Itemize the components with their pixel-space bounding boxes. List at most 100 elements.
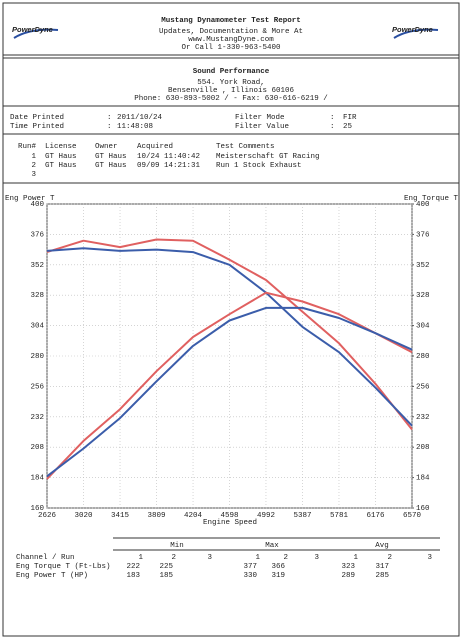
summary-value: 330 [243, 572, 257, 580]
y-tick-label: 328 [30, 292, 44, 300]
y-axis-label: Eng Power T [5, 195, 55, 203]
summary-run: 1 [255, 554, 260, 562]
logo-swoosh [13, 28, 59, 39]
y2-tick-label: 184 [416, 475, 430, 483]
series-line [46, 247, 413, 427]
header-line: Updates, Documentation & More At [159, 28, 303, 36]
summary-value: 323 [341, 563, 355, 571]
summary-value: 285 [375, 572, 389, 580]
y-tick-label: 160 [30, 505, 44, 513]
x-axis-label: Engine Speed [203, 519, 257, 527]
info-separator: : [330, 123, 335, 131]
x-tick-label: 4992 [257, 512, 275, 520]
run-cell: GT Haus [95, 162, 127, 170]
run-cell: GT Haus [45, 153, 77, 161]
summary-value: 317 [375, 563, 389, 571]
x-tick-label: 4598 [220, 512, 238, 520]
summary-run: 1 [353, 554, 358, 562]
series-line [46, 291, 413, 480]
x-tick-label: 4204 [184, 512, 203, 520]
run-cell: GT Haus [45, 162, 77, 170]
y-tick-label: 208 [30, 444, 44, 452]
info-label: Date Printed [10, 114, 64, 122]
y-tick-label: 352 [30, 262, 44, 270]
summary-group: Avg [375, 542, 389, 550]
y2-tick-label: 304 [416, 323, 430, 331]
info-value: 2011/10/24 [117, 114, 163, 122]
x-tick-label: 3415 [111, 512, 130, 520]
logo: PowerDyne [392, 25, 433, 34]
summary-value: 225 [159, 563, 173, 571]
summary-value: 289 [341, 572, 355, 580]
info-label: Filter Value [235, 123, 289, 131]
x-tick-label: 3809 [147, 512, 165, 520]
summary-group: Max [265, 542, 279, 550]
summary-row-label: Eng Power T (HP) [16, 572, 88, 580]
run-cell: GT Haus [95, 153, 127, 161]
y2-tick-label: 232 [416, 414, 430, 422]
y2-tick-label: 328 [416, 292, 430, 300]
shop-name: Sound Performance [193, 68, 270, 76]
summary-run: 2 [171, 554, 176, 562]
y-tick-label: 280 [30, 353, 44, 361]
y2-tick-label: 208 [416, 444, 430, 452]
summary-group: Min [170, 542, 184, 550]
y2-tick-label: 256 [416, 383, 430, 391]
header-line: www.MustangDyne.com [188, 36, 274, 44]
summary-value: 183 [126, 572, 140, 580]
x-tick-label: 6176 [367, 512, 386, 520]
y-tick-label: 184 [30, 475, 44, 483]
summary-channel: Channel / Run [16, 554, 75, 562]
run-cell: 09/09 14:21:31 [137, 162, 201, 170]
summary-run: 3 [427, 554, 432, 562]
report-title: Mustang Dynamometer Test Report [161, 17, 301, 25]
run-cell: 10/24 11:40:42 [137, 153, 200, 161]
x-tick-label: 5387 [294, 512, 312, 520]
summary-run: 2 [283, 554, 288, 562]
shop-box [2, 57, 460, 107]
x-tick-label: 6570 [403, 512, 422, 520]
y2-tick-label: 280 [416, 353, 430, 361]
y-tick-label: 376 [30, 231, 44, 239]
y2-tick-label: 400 [416, 201, 430, 209]
summary-row-label: Eng Torque T (Ft-Lbs) [16, 563, 111, 571]
run-cell: 1 [31, 153, 36, 161]
y-tick-label: 400 [30, 201, 44, 209]
shop-line: Bensenville , Illinois 60106 [168, 87, 295, 95]
summary-value: 319 [271, 572, 285, 580]
y-tick-label: 256 [30, 383, 44, 391]
info-separator: : [330, 114, 335, 122]
shop-line: Phone: 630-893-5002 / - Fax: 630-616-621… [134, 95, 328, 103]
summary-run: 2 [387, 554, 392, 562]
run-cell: Run 1 Stock Exhaust [216, 162, 302, 170]
x-tick-label: 2626 [38, 512, 57, 520]
y2-tick-label: 160 [416, 505, 430, 513]
run-column-header: Test Comments [216, 143, 275, 151]
run-cell: 3 [31, 171, 36, 179]
info-value: FIR [343, 114, 357, 122]
info-separator: : [107, 123, 112, 131]
info-label: Time Printed [10, 123, 64, 131]
header-line: Or Call 1-330-963-5400 [181, 44, 281, 52]
info-value: 11:48:08 [117, 123, 153, 131]
run-cell: Meisterschaft GT Racing [216, 153, 320, 161]
run-column-header: Acquired [137, 143, 173, 151]
summary-run: 3 [207, 554, 212, 562]
y-tick-label: 232 [30, 414, 44, 422]
info-value: 25 [343, 123, 353, 131]
y2-tick-label: 376 [416, 231, 430, 239]
run-column-header: Run# [18, 143, 37, 151]
y2-axis-label: Eng Torque T [404, 195, 459, 203]
series-line [46, 306, 413, 478]
series-line [46, 238, 413, 431]
x-tick-label: 5781 [330, 512, 349, 520]
summary-value: 185 [159, 572, 173, 580]
info-separator: : [107, 114, 112, 122]
logo: PowerDyne [12, 25, 53, 34]
summary-value: 377 [243, 563, 257, 571]
y-tick-label: 304 [30, 323, 44, 331]
run-column-header: License [45, 143, 77, 151]
summary-value: 366 [271, 563, 285, 571]
